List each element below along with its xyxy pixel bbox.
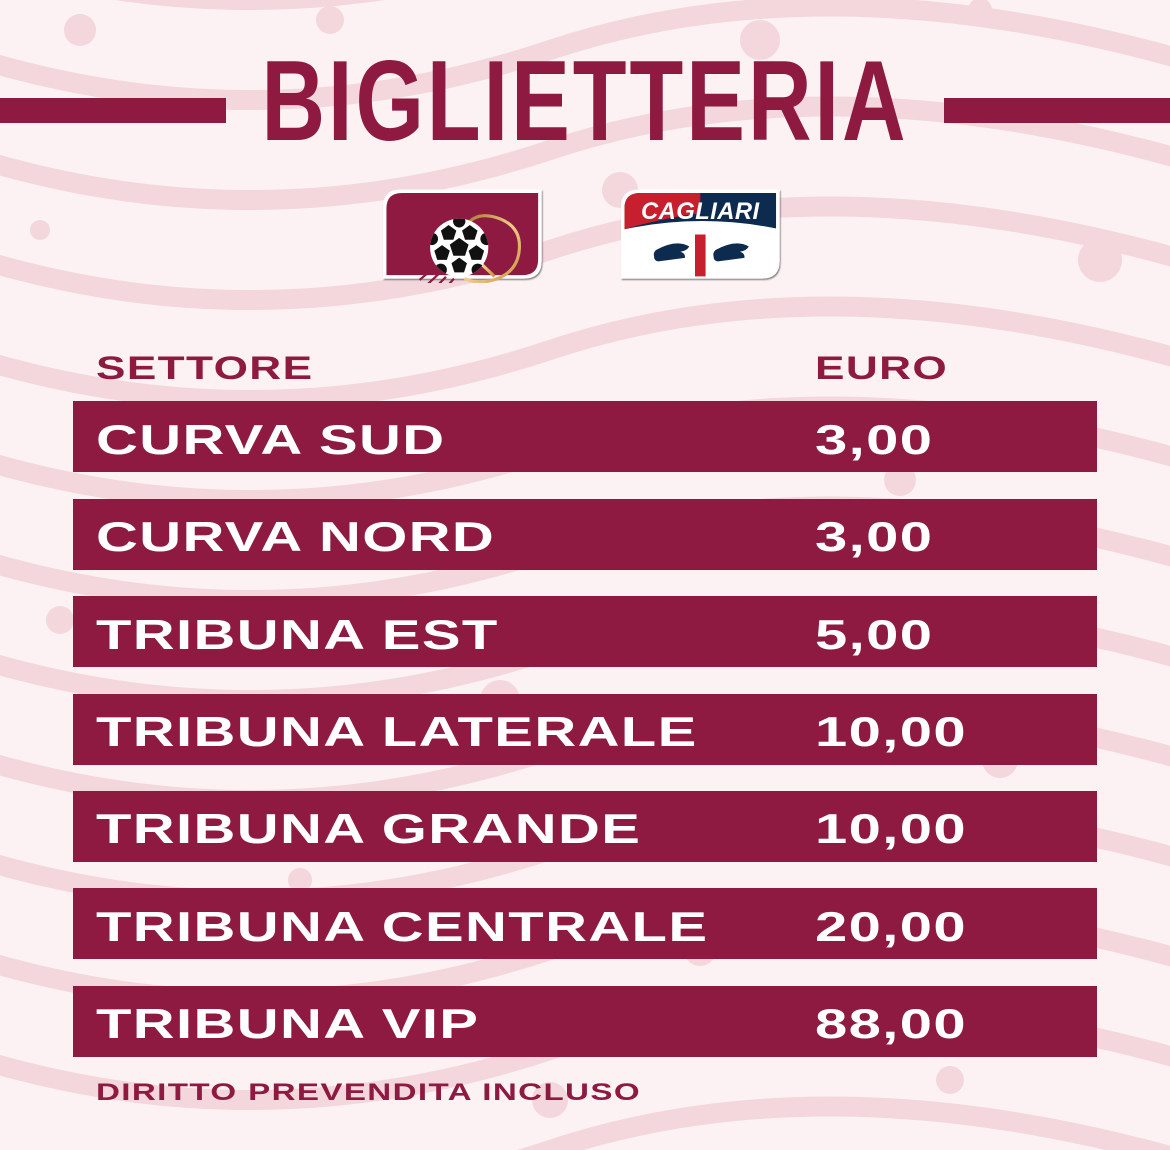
svg-text:CAGLIARI: CAGLIARI (641, 198, 760, 225)
